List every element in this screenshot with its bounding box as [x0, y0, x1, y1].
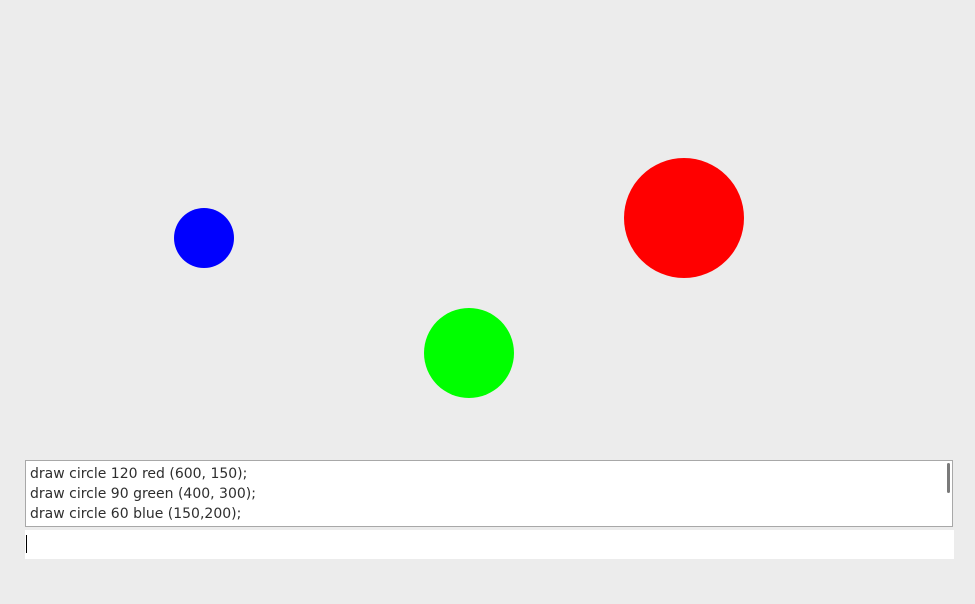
drawing-canvas — [174, 158, 744, 398]
scrollbar[interactable] — [947, 463, 950, 493]
blue-circle — [174, 208, 234, 268]
log-line: draw circle 60 blue (150,200); — [30, 506, 242, 522]
text-caret — [26, 535, 27, 553]
log-line: draw circle 90 green (400, 300); — [30, 486, 256, 502]
command-log: draw circle 120 red (600, 150); draw cir… — [25, 460, 953, 527]
log-line: draw circle 120 red (600, 150); — [30, 466, 248, 482]
green-circle — [424, 308, 514, 398]
red-circle — [624, 158, 744, 278]
command-input[interactable] — [25, 530, 954, 559]
